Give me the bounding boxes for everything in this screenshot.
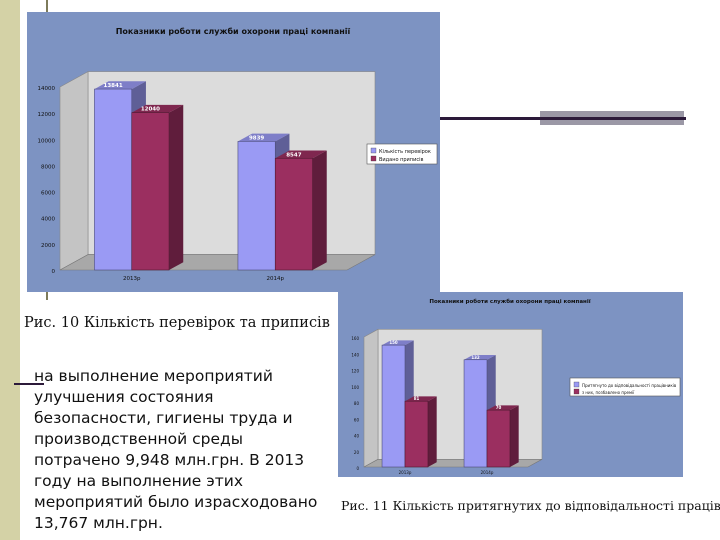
chart-inspections-caption: Рис. 10 Кількість перевірок та приписів xyxy=(24,315,330,331)
legend-swatch xyxy=(370,155,377,162)
y-tick-label: 2000 xyxy=(41,243,55,249)
legend-swatch xyxy=(573,381,580,388)
legend-box xyxy=(569,377,681,397)
chart-liability-svg: Показники роботи служби охорони праці ко… xyxy=(338,292,683,477)
body-paragraph-text: на выполнение мероприятий улучшения сост… xyxy=(34,367,318,532)
bar-top xyxy=(464,354,496,360)
bar xyxy=(274,157,313,271)
chart-side-wall xyxy=(363,328,379,468)
y-tick-label: 0 xyxy=(356,466,359,471)
bar-top xyxy=(275,150,327,159)
bar xyxy=(237,141,276,271)
bar-top xyxy=(131,104,184,113)
y-tick-label: 4000 xyxy=(41,217,55,223)
bar xyxy=(381,344,406,468)
x-tick-label: 2013р xyxy=(399,470,412,475)
legend-label: Видано приписів xyxy=(379,157,423,163)
chart-title: Показники роботи служби охорони праці ко… xyxy=(429,298,590,305)
bar-top xyxy=(94,81,146,90)
body-paragraph: на выполнение мероприятий улучшения сост… xyxy=(14,366,334,534)
x-tick-label: 2014р xyxy=(481,470,494,475)
data-label: 81 xyxy=(414,396,420,401)
y-tick-label: 60 xyxy=(354,417,360,422)
y-tick-label: 40 xyxy=(354,434,360,439)
bar xyxy=(404,400,429,468)
chart-liability-caption: Рис. 11 Кількість притягнутих до відпові… xyxy=(341,498,720,513)
bar xyxy=(486,409,511,468)
decorative-dark-rule xyxy=(440,117,686,120)
bar xyxy=(94,88,133,271)
bar-side xyxy=(427,396,437,467)
data-label: 8547 xyxy=(286,152,301,158)
y-tick-label: 100 xyxy=(351,385,359,390)
chart-side-wall xyxy=(59,71,89,271)
legend-box xyxy=(366,143,438,165)
data-label: 13841 xyxy=(104,83,123,89)
legend-swatch xyxy=(370,147,377,154)
legend-label: Кількість перевірок xyxy=(379,149,431,155)
y-tick-label: 160 xyxy=(351,336,359,341)
data-label: 12040 xyxy=(141,107,160,113)
bar xyxy=(131,112,170,271)
decorative-side-bar xyxy=(0,0,20,540)
bar-side xyxy=(169,104,184,271)
chart-title: Показники роботи служби охорони праці ко… xyxy=(116,26,351,36)
y-tick-label: 20 xyxy=(354,450,360,455)
bar-top xyxy=(382,340,414,346)
bar-top xyxy=(487,405,519,411)
data-label: 150 xyxy=(389,340,398,345)
bar-top xyxy=(405,396,437,402)
bar xyxy=(463,359,488,468)
y-tick-label: 12000 xyxy=(38,112,56,118)
legend-label: з них, позбавлено премії xyxy=(582,390,635,395)
paragraph-rule xyxy=(14,383,44,385)
data-label: 132 xyxy=(471,355,480,360)
y-tick-label: 14000 xyxy=(38,86,56,92)
x-tick-label: 2013р xyxy=(123,276,141,282)
legend-label: Притягнуто до відповідальності працівник… xyxy=(582,383,677,388)
data-label: 9839 xyxy=(249,135,264,141)
chart-inspections-svg: Показники роботи служби охорони праці ко… xyxy=(27,12,440,292)
y-tick-label: 140 xyxy=(351,352,359,357)
bar-side xyxy=(312,150,327,270)
y-tick-label: 80 xyxy=(354,401,360,406)
y-tick-label: 8000 xyxy=(41,164,55,170)
bar-side xyxy=(509,405,519,467)
chart-liability: Показники роботи служби охорони праці ко… xyxy=(338,292,683,477)
y-tick-label: 120 xyxy=(351,369,359,374)
chart-inspections: Показники роботи служби охорони праці ко… xyxy=(27,12,440,292)
x-tick-label: 2014р xyxy=(267,276,285,282)
data-label: 70 xyxy=(496,405,502,410)
legend-swatch xyxy=(573,388,580,395)
bar-top xyxy=(237,133,290,142)
y-tick-label: 6000 xyxy=(41,191,55,197)
y-tick-label: 0 xyxy=(52,269,56,275)
y-tick-label: 10000 xyxy=(38,138,56,144)
